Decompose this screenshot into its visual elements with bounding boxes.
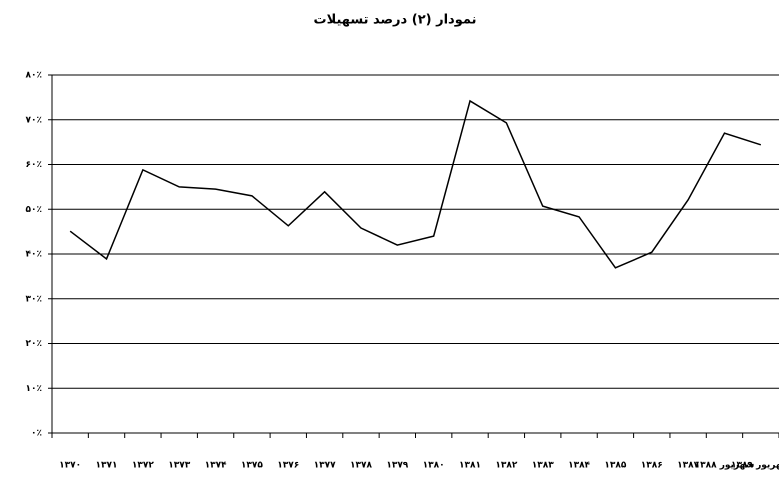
- x-tick-label: ۱۳۷۹: [386, 461, 408, 471]
- x-tick-label: ۱۳۷۶: [277, 461, 299, 471]
- x-tick-label: ۱۳۷۱: [96, 461, 118, 471]
- x-tick-label: ۱۳۸۱: [459, 461, 481, 471]
- x-tick-label: شهریور ۱۳۸۸: [695, 461, 755, 471]
- y-tick-label: ۸۰٪: [26, 71, 42, 81]
- x-tick-label: ۱۳۸۷: [677, 461, 699, 471]
- x-tick-label: ۱۳۷۴: [205, 461, 227, 471]
- y-tick-label: ۴۰٪: [26, 250, 42, 260]
- x-tick-label: ۱۳۸۶: [641, 461, 663, 471]
- x-tick-label: ۱۳۷۳: [168, 461, 190, 471]
- x-tick-label: ۱۳۸۰: [423, 461, 445, 471]
- x-tick-label: ۱۳۸۵: [604, 461, 626, 471]
- x-tick-label: ۱۳۸۲: [495, 461, 517, 471]
- x-tick-label: شهریور ۱۳۸۹: [731, 461, 779, 471]
- y-tick-label: ۰٪: [31, 429, 42, 439]
- y-tick-label: ۲۰٪: [26, 339, 42, 349]
- y-tick-label: ۶۰٪: [26, 160, 42, 170]
- y-tick-label: ۳۰٪: [26, 294, 42, 304]
- x-tick-label: ۱۳۷۸: [350, 461, 372, 471]
- x-tick-label: ۱۳۷۲: [132, 461, 154, 471]
- y-tick-label: ۵۰٪: [26, 205, 42, 215]
- chart-title: نمودار (۲) درصد تسهیلات: [314, 13, 477, 28]
- x-tick-label: ۱۳۷۵: [241, 461, 263, 471]
- x-tick-label: ۱۳۷۷: [314, 461, 336, 471]
- data-line: [69, 99, 762, 269]
- x-tick-label: ۱۳۸۴: [568, 461, 590, 471]
- y-tick-label: ۷۰٪: [26, 115, 42, 125]
- x-tick-label: ۱۳۷۰: [59, 461, 81, 471]
- x-tick-label: ۱۳۸۳: [532, 461, 554, 471]
- y-tick-label: ۱۰٪: [26, 384, 42, 394]
